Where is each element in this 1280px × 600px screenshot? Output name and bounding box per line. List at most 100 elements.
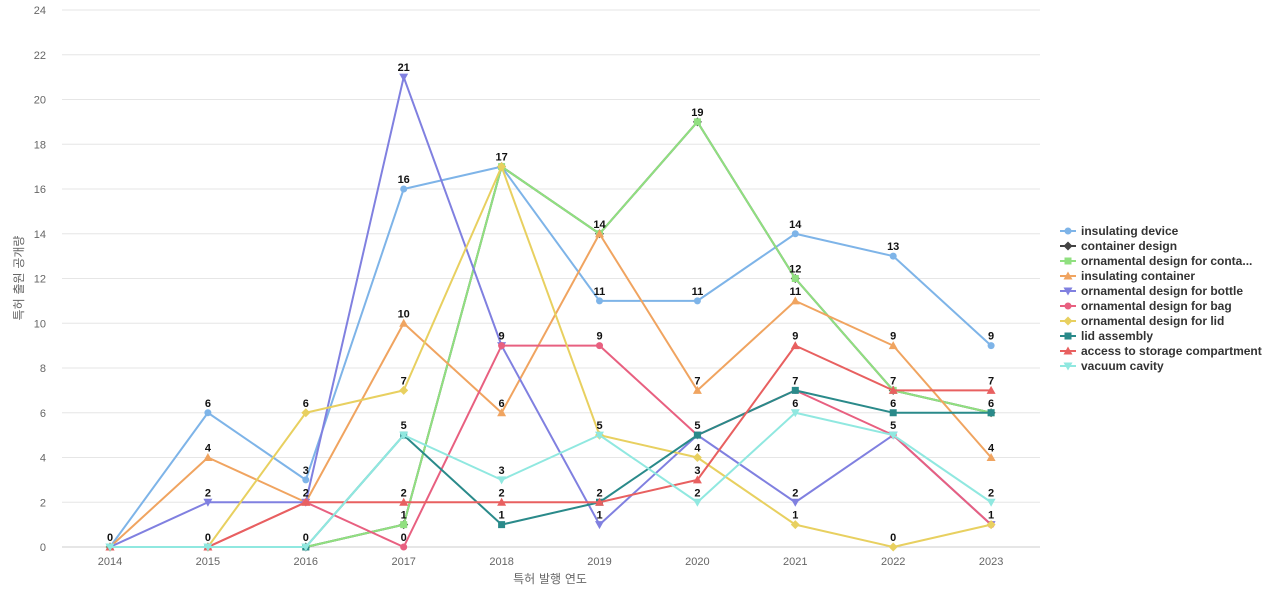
data-label: 7: [694, 375, 700, 387]
data-point: [497, 476, 507, 485]
x-tick-label: 2023: [979, 556, 1003, 568]
data-point: [301, 543, 311, 552]
series-line: [110, 165, 992, 548]
data-label: 4: [694, 443, 701, 455]
legend-marker: [1063, 362, 1073, 371]
data-point: [497, 497, 507, 506]
data-point: [399, 318, 409, 327]
data-label: 2: [401, 487, 407, 499]
data-point: [399, 73, 409, 82]
data-label: 5: [694, 420, 700, 432]
data-label: 2: [792, 487, 798, 499]
y-tick-label: 4: [40, 453, 46, 465]
data-label: 0: [205, 532, 211, 544]
x-tick-label: 2015: [196, 556, 220, 568]
legend-marker: [1064, 227, 1072, 235]
data-point: [203, 453, 213, 461]
legend-label: vacuum cavity: [1081, 359, 1164, 373]
series-line: [109, 76, 992, 548]
data-label: 2: [205, 487, 211, 499]
legend-label: ornamental design for lid: [1081, 314, 1224, 328]
legend-label: ornamental design for conta...: [1081, 254, 1252, 268]
data-point: [595, 497, 604, 506]
series-line: [110, 411, 992, 548]
data-label: 0: [890, 532, 896, 544]
legend-label: insulating device: [1081, 224, 1179, 238]
y-tick-label: 16: [34, 184, 46, 196]
legend-item[interactable]: ornamental design for conta...: [1060, 254, 1252, 268]
legend-label: container design: [1081, 239, 1177, 253]
x-tick-label: 2017: [391, 556, 415, 568]
data-labels: 0642063202116107521017963211411952119117…: [107, 62, 995, 544]
data-label: 11: [692, 286, 704, 298]
legend-marker: [1063, 346, 1073, 355]
legend-marker: [1064, 302, 1072, 310]
series-line: [110, 344, 992, 548]
data-label: 7: [792, 375, 798, 387]
series-line: [109, 165, 992, 548]
data-point: [399, 385, 409, 395]
data-point: [888, 431, 898, 440]
data-label: 7: [988, 375, 994, 387]
data-label: 9: [596, 331, 602, 343]
grid-lines: [62, 9, 1040, 548]
data-label: 5: [401, 420, 407, 432]
y-tick-label: 12: [34, 274, 46, 286]
legend-item[interactable]: container design: [1060, 239, 1177, 253]
y-tick-label: 6: [40, 408, 46, 420]
legend-item[interactable]: insulating container: [1060, 269, 1195, 283]
data-label: 6: [792, 398, 798, 410]
series-line: [110, 344, 992, 548]
data-label: 11: [789, 286, 801, 298]
data-label: 11: [594, 286, 606, 298]
data-point: [888, 385, 898, 394]
data-label: 13: [887, 241, 899, 253]
data-label: 4: [205, 443, 212, 455]
data-point: [692, 498, 702, 507]
legend-item[interactable]: ornamental design for bottle: [1060, 284, 1243, 298]
data-point: [692, 453, 702, 462]
data-label: 1: [401, 510, 407, 522]
data-point: [204, 409, 212, 417]
data-point: [790, 409, 800, 418]
data-point: [596, 297, 603, 305]
data-point: [888, 542, 898, 552]
series-4: [105, 73, 996, 552]
data-point: [400, 543, 408, 551]
data-label: 2: [303, 487, 309, 499]
data-point: [400, 185, 408, 193]
legend-marker: [1064, 257, 1072, 265]
data-label: 6: [303, 398, 309, 410]
series-9: [105, 409, 996, 552]
x-tick-label: 2020: [685, 556, 709, 568]
data-point: [203, 498, 213, 507]
x-axis-ticks: 2014 2015 2016 2017 2018 2019 2020 2021 2022 2023: [98, 556, 1004, 568]
y-tick-label: 2: [40, 497, 46, 509]
legend-item[interactable]: vacuum cavity: [1060, 359, 1164, 373]
y-tick-label: 20: [34, 95, 46, 107]
data-point: [692, 385, 702, 394]
data-point: [498, 342, 506, 350]
data-point: [302, 476, 310, 484]
legend-item[interactable]: lid assembly: [1060, 329, 1153, 343]
data-label: 16: [398, 174, 410, 186]
data-label: 7: [401, 375, 407, 387]
data-label: 6: [499, 398, 505, 410]
data-point: [497, 408, 507, 417]
series-5: [106, 342, 995, 551]
legend-item[interactable]: access to storage compartment: [1060, 344, 1262, 358]
series-line: [110, 120, 992, 548]
legend-marker: [1064, 332, 1072, 340]
legend-item[interactable]: ornamental design for bag: [1060, 299, 1232, 313]
legend-marker: [1063, 316, 1073, 326]
data-label: 14: [593, 219, 606, 231]
legend-item[interactable]: insulating device: [1060, 224, 1179, 238]
legend-item[interactable]: ornamental design for lid: [1060, 314, 1224, 328]
data-label: 14: [789, 219, 802, 231]
data-label: 3: [303, 465, 309, 477]
data-label: 0: [401, 532, 407, 544]
series-line: [110, 389, 992, 548]
series-line: [110, 120, 992, 548]
